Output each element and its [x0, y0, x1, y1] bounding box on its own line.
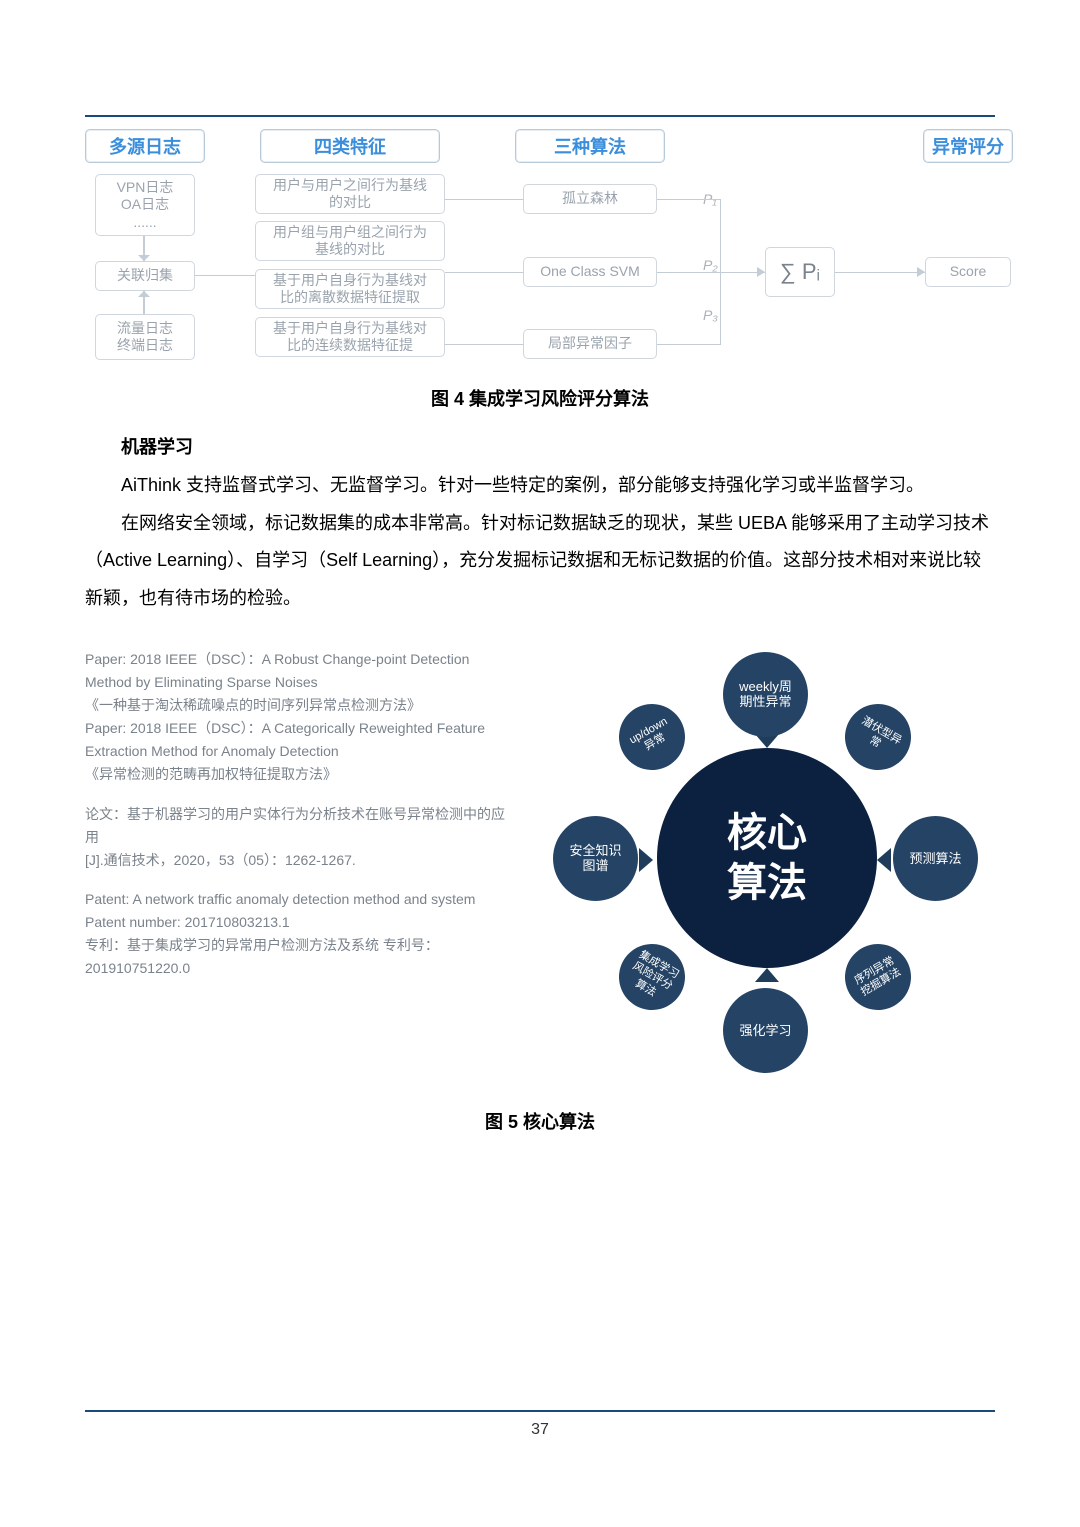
- col1-head: 多源日志: [85, 129, 205, 163]
- label-p3: P₃: [703, 307, 718, 323]
- node-score: Score: [925, 257, 1011, 287]
- body-text: 机器学习 AiThink 支持监督式学习、无监督学习。针对一些特定的案例，部分能…: [85, 429, 995, 618]
- node-a1: 孤立森林: [523, 184, 657, 214]
- paragraph-1: AiThink 支持监督式学习、无监督学习。针对一些特定的案例，部分能够支持强化…: [85, 467, 995, 505]
- sat-right: 预测算法: [893, 816, 978, 901]
- sat-bottom: 强化学习: [723, 988, 808, 1073]
- figure-5-citations: Paper: 2018 IEEE（DSC）：A Robust Change-po…: [85, 648, 517, 1078]
- node-a2: One Class SVM: [523, 257, 657, 287]
- sat-tr: 潜伏型异 常: [833, 692, 923, 782]
- section-heading: 机器学习: [85, 429, 995, 467]
- cit-line: Method by Eliminating Sparse Noises: [85, 671, 517, 694]
- cit-line: [J].通信技术，2020，53（05）：1262-1267.: [85, 849, 517, 872]
- paragraph-2: 在网络安全领域，标记数据集的成本非常高。针对标记数据缺乏的现状，某些 UEBA …: [85, 505, 995, 618]
- node-logs-top: VPN日志 OA日志 ......: [95, 174, 195, 236]
- citation-block-1: Paper: 2018 IEEE（DSC）：A Robust Change-po…: [85, 648, 517, 787]
- node-sum: ∑ Pᵢ: [765, 247, 835, 297]
- page-number: 37: [0, 1421, 1080, 1439]
- sat-br: 序列异常 挖掘算法: [833, 932, 923, 1022]
- cit-line: Paper: 2018 IEEE（DSC）：A Categorically Re…: [85, 717, 517, 740]
- sat-left: 安全知识 图谱: [553, 816, 638, 901]
- sat-top: weekly周 期性异常: [723, 652, 808, 737]
- col3-head: 三种算法: [515, 129, 665, 163]
- cit-line: Extraction Method for Anomaly Detection: [85, 740, 517, 763]
- cit-line: 论文：基于机器学习的用户实体行为分析技术在账号异常检测中的应用: [85, 803, 517, 849]
- node-a3: 局部异常因子: [523, 329, 657, 359]
- node-f3: 基于用户自身行为基线对 比的离散数据特征提取: [255, 269, 445, 309]
- cit-line: 《异常检测的范畴再加权特征提取方法》: [85, 763, 517, 786]
- page-body: 多源日志 四类特征 三种算法 异常评分 VPN日志 OA日志 ...... 关联…: [85, 115, 995, 1427]
- col2-head: 四类特征: [260, 129, 440, 163]
- cit-line: 《一种基于淘汰稀疏噪点的时间序列异常点检测方法》: [85, 694, 517, 717]
- figure-4-caption: 图 4 集成学习风险评分算法: [85, 385, 995, 411]
- node-assoc: 关联归集: [95, 261, 195, 291]
- node-f2: 用户组与用户组之间行为 基线的对比: [255, 221, 445, 261]
- bottom-rule: [85, 1410, 995, 1412]
- hub-l1: 核心: [727, 808, 807, 858]
- label-p2: P₂: [703, 257, 718, 273]
- sat-tl: up/down 异常: [607, 692, 697, 782]
- figure-5-caption: 图 5 核心算法: [85, 1108, 995, 1134]
- hub-l2: 算法: [727, 858, 807, 908]
- figure-5-wrap: Paper: 2018 IEEE（DSC）：A Robust Change-po…: [85, 648, 995, 1078]
- tri-left: [639, 848, 653, 872]
- citation-block-2: 论文：基于机器学习的用户实体行为分析技术在账号异常检测中的应用 [J].通信技术…: [85, 803, 517, 872]
- node-f1: 用户与用户之间行为基线 的对比: [255, 174, 445, 214]
- cit-line: Patent: A network traffic anomaly detect…: [85, 888, 517, 911]
- top-rule: [85, 115, 995, 117]
- col4-head: 异常评分: [923, 129, 1013, 163]
- figure-5-diagram: 核心 算法 weekly周 期性异常 潜伏型异 常 预测算法 序列异常 挖掘算法…: [527, 648, 995, 1078]
- cit-line: Paper: 2018 IEEE（DSC）：A Robust Change-po…: [85, 648, 517, 671]
- cit-line: Patent number: 201710803213.1: [85, 911, 517, 934]
- cit-line: 专利：基于集成学习的异常用户检测方法及系统 专利号：: [85, 934, 517, 957]
- tri-bottom: [755, 968, 779, 982]
- figure-4-diagram: 多源日志 四类特征 三种算法 异常评分 VPN日志 OA日志 ...... 关联…: [85, 129, 995, 379]
- sat-bl: 集成学习 风险评分 算法: [607, 932, 697, 1022]
- cit-line: 201910751220.0: [85, 957, 517, 980]
- node-f4: 基于用户自身行为基线对 比的连续数据特征提: [255, 317, 445, 357]
- hub-core: 核心 算法: [657, 748, 877, 968]
- node-logs-bottom: 流量日志 终端日志: [95, 314, 195, 360]
- tri-right: [877, 848, 891, 872]
- citation-block-3: Patent: A network traffic anomaly detect…: [85, 888, 517, 980]
